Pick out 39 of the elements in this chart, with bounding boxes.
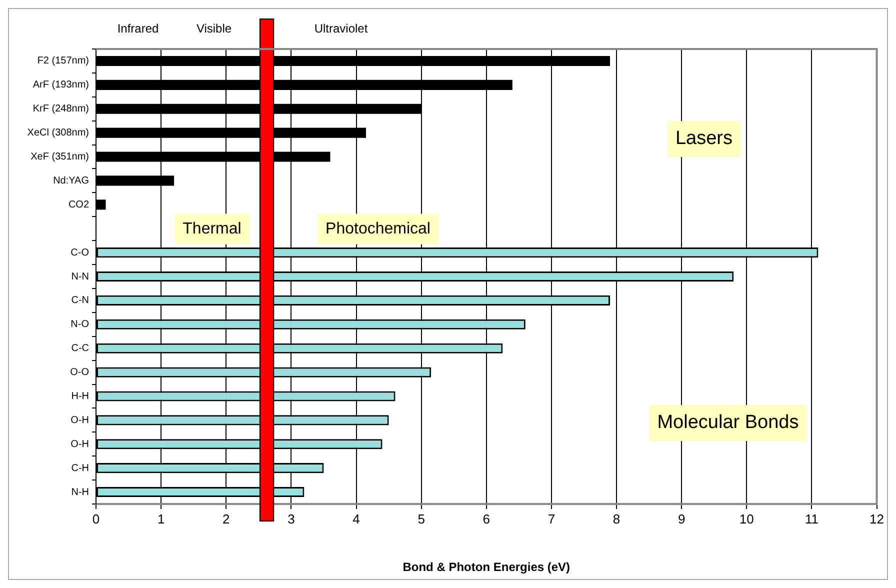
annotation: Lasers <box>675 128 733 150</box>
y-tick-label: C-O <box>70 247 90 258</box>
y-tick-label: N-O <box>70 319 90 330</box>
y-tick-label: KrF (248nm) <box>32 104 89 115</box>
y-tick-label: H-H <box>71 390 89 402</box>
text: Ultraviolet <box>314 21 368 36</box>
text: Visible <box>196 21 232 36</box>
y-tick-label: C-N <box>71 295 89 306</box>
annotation: Thermal <box>182 220 242 238</box>
x-tick-label: 12 <box>870 511 884 526</box>
x-axis-title: Bond & Photon Energies (eV) <box>402 560 570 574</box>
x-tick-label: 4 <box>352 511 360 526</box>
y-tick-label: O-O <box>70 367 90 378</box>
annotation: Photochemical <box>326 220 430 238</box>
x-tick-label: 3 <box>288 511 295 526</box>
x-tick-label: 9 <box>678 511 686 526</box>
x-tick-label: 11 <box>804 511 818 526</box>
x-tick-label: 7 <box>548 511 556 526</box>
y-tick-label: XeF (351nm) <box>30 152 89 163</box>
y-tick-label: XeCl (308nm) <box>27 128 89 139</box>
y-tick-label: O-H <box>70 414 89 426</box>
y-tick-label: CO2 <box>68 199 90 210</box>
text: Infrared <box>117 21 159 36</box>
y-tick-label: F2 (157nm) <box>37 56 89 67</box>
y-tick-label: ArF (193nm) <box>32 80 89 91</box>
y-tick-label: C-C <box>71 343 89 354</box>
y-tick-label: O-H <box>70 438 89 450</box>
x-tick-label: 8 <box>612 511 620 526</box>
x-tick-label: 0 <box>92 511 100 526</box>
y-tick-label: N-N <box>71 271 89 282</box>
y-tick-label: C-H <box>71 462 89 474</box>
x-tick-label: 2 <box>222 511 230 526</box>
x-tick-label: 6 <box>482 511 490 526</box>
x-tick-label: 5 <box>418 511 425 526</box>
x-tick-label: 10 <box>739 511 754 526</box>
x-tick-label: 1 <box>157 511 165 526</box>
annotation: Molecular Bonds <box>657 412 799 434</box>
y-tick-label: Nd:YAG <box>53 175 90 186</box>
y-tick-label: N-H <box>71 486 89 498</box>
